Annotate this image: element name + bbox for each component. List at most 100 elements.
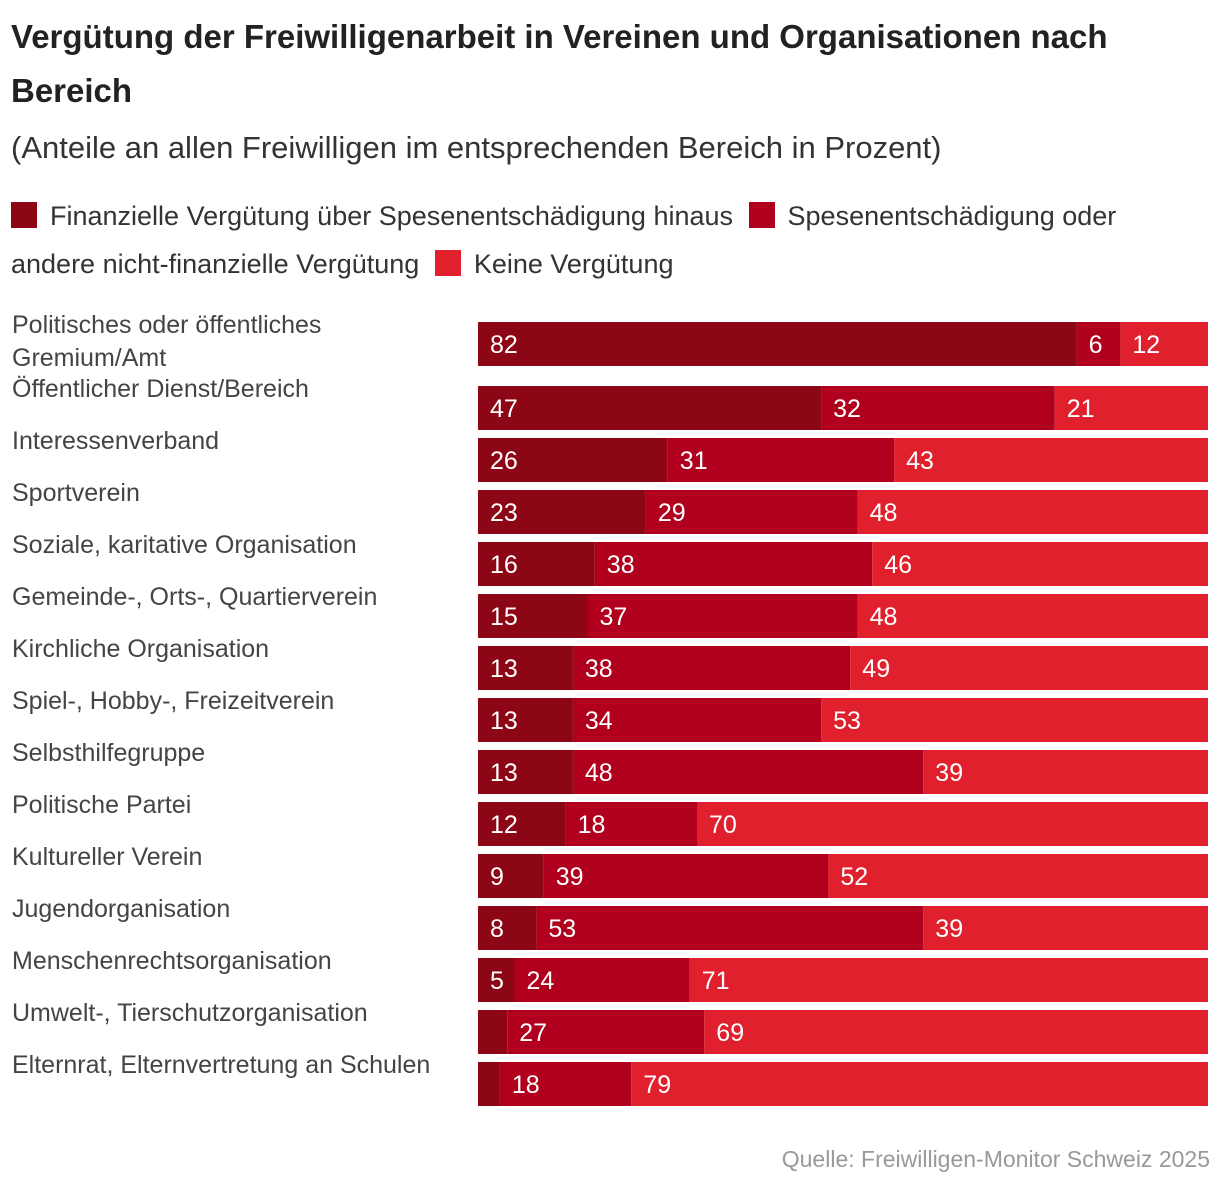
bar-segment-financial xyxy=(478,322,1077,366)
category-label: Umwelt-, Tierschutzorganisation xyxy=(12,999,368,1027)
category-label: Interessenverband xyxy=(12,427,219,455)
bar-segment-none xyxy=(828,854,1208,898)
source-note: Quelle: Freiwilligen-Monitor Schweiz 202… xyxy=(781,1146,1210,1172)
bar-row: Kultureller Verein 9 39 52 xyxy=(12,843,1208,898)
data-label: 6 xyxy=(1089,331,1103,359)
bar-segment-financial xyxy=(478,386,822,430)
bar-segment-financial xyxy=(478,1062,500,1106)
data-label: 37 xyxy=(600,603,628,631)
bar-segment-none xyxy=(631,1062,1208,1106)
category-label: Menschenrechtsorganisation xyxy=(12,947,332,975)
bar-segment-none xyxy=(850,646,1208,690)
category-label: Spiel-, Hobby-, Freizeitverein xyxy=(12,687,334,715)
bar-segment-expenses xyxy=(565,802,697,846)
category-label: Jugendorganisation xyxy=(12,895,230,923)
data-label: 24 xyxy=(527,967,555,995)
bar-segment-expenses xyxy=(536,906,924,950)
data-label: 46 xyxy=(884,551,912,579)
data-label: 49 xyxy=(862,655,890,683)
bar-row: Elternrat, Elternvertretung an Schulen 18… xyxy=(12,1051,1208,1106)
data-label: 15 xyxy=(490,603,518,631)
bar-segment-expenses xyxy=(587,594,858,638)
data-label: 32 xyxy=(833,395,861,423)
bar-segment-none xyxy=(689,958,1208,1002)
data-label: 18 xyxy=(578,811,606,839)
bar-row: Spiel-, Hobby-, Freizeitverein 13 34 53 xyxy=(12,687,1208,742)
bar-row: Umwelt-, Tierschutzorganisation 27 69 xyxy=(12,999,1208,1054)
bar-segment-none xyxy=(923,906,1208,950)
bar-segment-expenses xyxy=(821,386,1055,430)
data-label: 16 xyxy=(490,551,518,579)
bar-row: Menschenrechtsorganisation 5 24 71 xyxy=(12,947,1208,1002)
data-label: 13 xyxy=(490,655,518,683)
bar-segment-expenses xyxy=(543,854,829,898)
data-label: 39 xyxy=(556,863,584,891)
legend-swatch-financial xyxy=(11,202,37,228)
bar-segment-expenses xyxy=(572,698,822,742)
data-label: 13 xyxy=(490,707,518,735)
legend-label-financial: Finanzielle Vergütung über Spesenentschä… xyxy=(50,201,734,231)
bar-segment-none xyxy=(857,490,1208,534)
bar-row: Sportverein 23 29 48 xyxy=(12,479,1208,534)
bar-row: Kirchliche Organisation 13 38 49 xyxy=(12,635,1208,690)
legend-swatch-none xyxy=(434,250,461,276)
bar-segment-financial xyxy=(478,646,573,690)
data-label: 31 xyxy=(680,447,708,475)
bar-segment-none xyxy=(1120,322,1208,366)
bar-row: Jugendorganisation 8 53 39 xyxy=(12,895,1208,950)
bar-segment-none xyxy=(821,698,1208,742)
chart-subtitle: (Anteile an allen Freiwilligen im entspr… xyxy=(11,130,942,165)
chart-title: Vergütung der Freiwilligenarbeit in Vere… xyxy=(11,18,1108,109)
data-label: 52 xyxy=(840,863,868,891)
category-label: Kultureller Verein xyxy=(12,843,202,871)
data-label: 79 xyxy=(643,1071,671,1099)
stacked-bar-chart: Politisches oder öffentliches Gremium/Amt… xyxy=(12,311,1208,1106)
bar-row: Politisches oder öffentliches Gremium/Amt… xyxy=(12,311,1208,372)
data-label: 8 xyxy=(490,915,504,943)
legend-item-expenses: Spesenentschädigung oder andere nicht-fi… xyxy=(11,201,1116,279)
bar-segment-financial xyxy=(478,698,573,742)
bar-segment-expenses xyxy=(499,1062,632,1106)
data-label: 69 xyxy=(716,1019,744,1047)
legend-item-financial: Finanzielle Vergütung über Spesenentschä… xyxy=(11,201,741,231)
category-label: Sportverein xyxy=(12,479,140,507)
bar-segment-none xyxy=(704,1010,1208,1054)
data-label: 70 xyxy=(709,811,737,839)
category-label: Elternrat, Elternvertretung an Schulen xyxy=(12,1051,430,1079)
category-label: Selbsthilfegruppe xyxy=(12,739,205,767)
category-label: Gemeinde-, Orts-, Quartierverein xyxy=(12,583,377,611)
bar-segment-expenses xyxy=(645,490,858,534)
data-label: 18 xyxy=(512,1071,540,1099)
data-label: 13 xyxy=(490,759,518,787)
bar-segment-financial xyxy=(478,854,544,898)
data-label: 5 xyxy=(490,967,504,995)
bar-row: Öffentlicher Dienst/Bereich 47 32 21 xyxy=(12,375,1208,430)
data-label: 29 xyxy=(658,499,686,527)
legend-label-expenses: Spesenentschädigung oder andere nicht-fi… xyxy=(11,201,1117,279)
bar-row: Gemeinde-, Orts-, Quartierverein 15 37 48 xyxy=(12,583,1208,638)
bar-segment-expenses xyxy=(514,958,690,1002)
bar-segment-financial xyxy=(478,542,595,586)
data-label: 27 xyxy=(519,1019,547,1047)
data-label: 39 xyxy=(935,759,963,787)
category-label: Politische Partei xyxy=(12,791,191,819)
data-label: 39 xyxy=(935,915,963,943)
data-label: 47 xyxy=(490,395,518,423)
bar-segment-financial xyxy=(478,1010,508,1054)
bar-segment-financial xyxy=(478,958,515,1002)
data-label: 48 xyxy=(585,759,613,787)
data-label: 48 xyxy=(870,603,898,631)
bar-row: Soziale, karitative Organisation 16 38 46 xyxy=(12,531,1208,586)
data-label: 82 xyxy=(490,331,518,359)
legend-swatch-expenses xyxy=(748,202,775,228)
legend: Finanzielle Vergütung über Spesenentschä… xyxy=(11,192,1191,288)
bar-segment-none xyxy=(697,802,1208,846)
bar-segment-expenses xyxy=(507,1010,705,1054)
bar-segment-financial xyxy=(478,438,668,482)
bar-segment-expenses xyxy=(572,750,924,794)
data-label: 21 xyxy=(1067,395,1095,423)
data-label: 43 xyxy=(906,447,934,475)
category-label: Politisches oder öffentliches Gremium/Amt xyxy=(12,311,321,372)
bar-segment-financial xyxy=(478,594,588,638)
bar-segment-none xyxy=(894,438,1208,482)
